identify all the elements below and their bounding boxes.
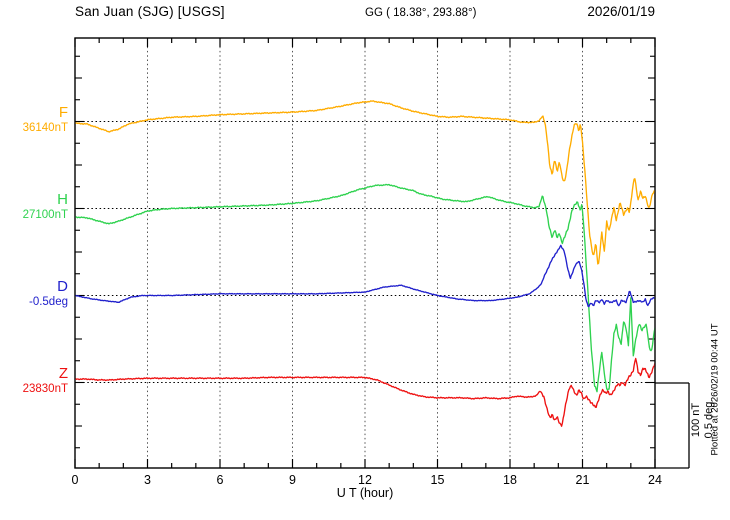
plot-date: 2026/01/19 (587, 4, 655, 19)
channel-label-F: F 36140nT (0, 103, 68, 136)
geographic-coordinates: GG ( 18.38°, 293.88°) (365, 7, 477, 19)
plotted-at-label: Plotted at 2026/02/19 00:44 UT (709, 323, 721, 456)
channel-letter-F: F (58, 103, 68, 121)
channel-baseline-D: -0.5deg (28, 295, 68, 308)
channel-letter-Z: Z (58, 364, 68, 382)
channel-label-Z: Z 23830nT (0, 364, 68, 397)
scale-bar-nt: 100 nT (690, 402, 702, 438)
channel-baseline-Z: 23830nT (22, 382, 68, 395)
channel-label-H: H 27100nT (0, 190, 68, 223)
channel-letter-H: H (57, 190, 68, 208)
trace-H (75, 183, 655, 393)
x-tick-label-0: 0 (72, 473, 79, 487)
channel-baseline-H: 27100nT (22, 208, 68, 221)
station-title: San Juan (SJG) [USGS] (75, 4, 225, 19)
x-tick-label-21: 21 (576, 473, 590, 487)
trace-F (75, 100, 655, 265)
x-tick-label-15: 15 (431, 473, 445, 487)
x-tick-label-24: 24 (648, 473, 662, 487)
x-tick-label-3: 3 (144, 473, 151, 487)
x-tick-label-6: 6 (217, 473, 224, 487)
channel-label-D: D -0.5deg (0, 277, 68, 310)
x-tick-label-18: 18 (503, 473, 517, 487)
channel-letter-D: D (57, 277, 68, 295)
x-axis-label: U T (hour) (336, 486, 394, 500)
trace-D (75, 244, 655, 308)
x-tick-label-12: 12 (358, 473, 372, 487)
x-tick-label-9: 9 (289, 473, 296, 487)
trace-Z (75, 357, 655, 427)
channel-baseline-F: 36140nT (22, 121, 68, 134)
